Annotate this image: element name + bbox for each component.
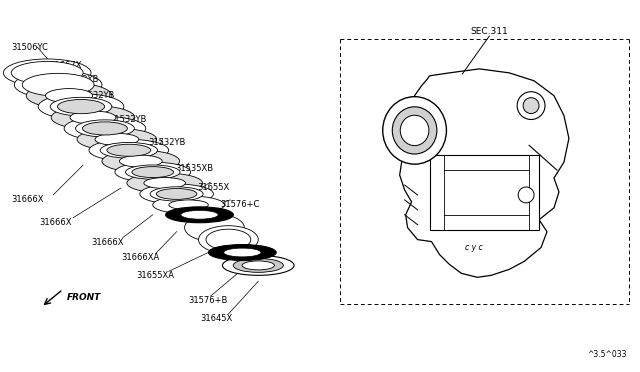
Ellipse shape [102,150,180,172]
Text: 31532YB: 31532YB [77,91,115,100]
Ellipse shape [400,115,429,145]
Ellipse shape [45,89,93,103]
Ellipse shape [83,122,127,135]
Ellipse shape [70,111,116,124]
Text: 31532YB: 31532YB [109,115,147,124]
Ellipse shape [153,196,225,214]
Ellipse shape [181,211,218,219]
Text: SEC.311: SEC.311 [470,27,508,36]
Ellipse shape [209,244,276,260]
Ellipse shape [107,144,151,156]
Polygon shape [429,155,539,230]
Text: 31666XA: 31666XA [121,253,159,263]
Text: 31645X: 31645X [200,314,233,323]
Ellipse shape [242,261,275,270]
Text: 31655X: 31655X [198,183,230,192]
Ellipse shape [12,61,83,84]
Text: FRONT: FRONT [67,293,101,302]
Text: ^3.5^033: ^3.5^033 [587,350,627,359]
Ellipse shape [76,120,134,137]
Ellipse shape [64,116,146,140]
Ellipse shape [38,94,124,119]
Ellipse shape [206,229,251,250]
Ellipse shape [150,187,203,201]
Ellipse shape [144,177,186,189]
Ellipse shape [383,97,447,164]
Ellipse shape [392,107,437,154]
Text: 31667X: 31667X [49,61,82,70]
Ellipse shape [518,187,534,203]
Ellipse shape [156,189,197,199]
Ellipse shape [89,140,169,161]
Ellipse shape [51,106,135,129]
Text: c y c: c y c [465,243,483,252]
Ellipse shape [224,248,261,257]
Text: 31655XA: 31655XA [136,271,174,280]
Ellipse shape [166,207,234,223]
Ellipse shape [26,83,112,109]
Ellipse shape [22,73,94,96]
Text: 31576+C: 31576+C [220,200,260,209]
Ellipse shape [58,99,104,114]
Text: 31666X: 31666X [12,195,44,204]
Ellipse shape [517,92,545,119]
Text: 31666X: 31666X [91,238,124,247]
Ellipse shape [233,259,284,272]
Ellipse shape [50,97,112,116]
Ellipse shape [125,165,180,179]
Ellipse shape [132,167,173,177]
Polygon shape [399,69,569,277]
Ellipse shape [3,59,91,87]
Ellipse shape [100,142,157,158]
Ellipse shape [523,98,539,113]
Ellipse shape [14,71,102,99]
Text: 31532YB: 31532YB [61,75,99,84]
Text: 31532YB: 31532YB [148,138,186,147]
Ellipse shape [120,155,162,167]
Text: 31535XB: 31535XB [175,164,214,173]
Ellipse shape [198,226,259,253]
Ellipse shape [184,214,244,241]
Ellipse shape [115,162,191,182]
Ellipse shape [140,184,214,204]
Ellipse shape [223,256,294,275]
Text: 31506YC: 31506YC [12,43,48,52]
Text: 31576+B: 31576+B [189,296,228,305]
Ellipse shape [77,128,157,150]
Ellipse shape [169,200,208,210]
Text: 31666X: 31666X [39,218,72,227]
Ellipse shape [95,133,139,145]
Ellipse shape [127,173,202,193]
